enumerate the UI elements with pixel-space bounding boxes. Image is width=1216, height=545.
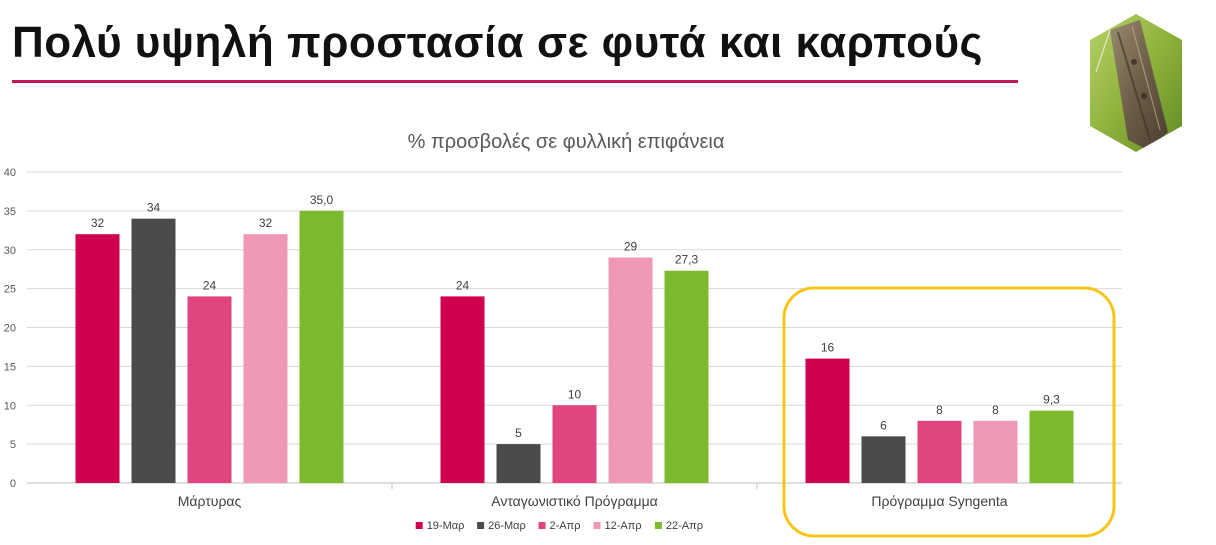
legend-swatch xyxy=(538,522,546,529)
data-label: 5 xyxy=(515,426,522,440)
bar xyxy=(1029,410,1074,483)
category-label: Ανταγωνιστικό Πρόγραμμα xyxy=(491,493,657,509)
bar xyxy=(496,444,541,483)
data-label: 32 xyxy=(259,216,273,230)
data-label: 10 xyxy=(568,387,582,401)
bar xyxy=(552,405,597,483)
legend-swatch xyxy=(477,522,485,529)
legend-label: 19-Μαρ xyxy=(427,520,465,532)
legend-label: 2-Απρ xyxy=(550,520,581,532)
bar xyxy=(440,296,485,483)
slide-title: Πολύ υψηλή προστασία σε φυτά και καρπούς xyxy=(12,18,983,67)
legend-swatch xyxy=(654,522,662,529)
y-tick-label: 10 xyxy=(4,400,16,412)
data-label: 24 xyxy=(203,278,217,292)
bar xyxy=(299,210,344,483)
data-label: 35,0 xyxy=(310,193,334,207)
bar xyxy=(187,296,232,483)
title-underline xyxy=(12,80,1018,83)
highlight-frame xyxy=(782,286,1116,538)
y-tick-label: 35 xyxy=(4,206,16,218)
bar xyxy=(973,420,1018,483)
legend-swatch xyxy=(593,522,601,529)
bar xyxy=(608,257,653,483)
data-label: 6 xyxy=(880,418,887,432)
category-label: Μάρτυρας xyxy=(178,493,242,509)
bar xyxy=(243,234,288,483)
y-tick-label: 5 xyxy=(10,439,16,451)
bar xyxy=(75,234,120,483)
y-tick-label: 30 xyxy=(4,245,16,257)
bar xyxy=(131,218,176,483)
y-tick-label: 0 xyxy=(10,478,16,490)
data-label: 9,3 xyxy=(1043,393,1060,407)
legend-label: 26-Μαρ xyxy=(488,520,526,532)
data-label: 8 xyxy=(936,403,943,417)
y-tick-label: 15 xyxy=(4,361,16,373)
data-label: 8 xyxy=(992,403,999,417)
bar xyxy=(861,436,906,483)
legend-swatch xyxy=(415,522,423,529)
y-tick-label: 20 xyxy=(4,323,16,335)
moth-photo-hexagon-icon xyxy=(1090,14,1182,152)
data-label: 27,3 xyxy=(675,253,699,267)
data-label: 34 xyxy=(147,201,161,215)
chart-title: % προσβολές σε φυλλική επιφάνεια xyxy=(408,131,725,153)
data-label: 32 xyxy=(91,216,105,230)
category-label: Πρόγραμμα Syngenta xyxy=(871,493,1007,509)
y-tick-label: 40 xyxy=(4,167,16,179)
legend-label: 12-Απρ xyxy=(605,520,642,532)
data-label: 24 xyxy=(456,278,470,292)
bar xyxy=(664,270,709,483)
data-label: 16 xyxy=(821,341,835,355)
bar xyxy=(917,420,962,483)
bar xyxy=(805,358,850,483)
legend-label: 22-Απρ xyxy=(666,520,703,532)
y-tick-label: 25 xyxy=(4,284,16,296)
data-label: 29 xyxy=(624,240,638,254)
